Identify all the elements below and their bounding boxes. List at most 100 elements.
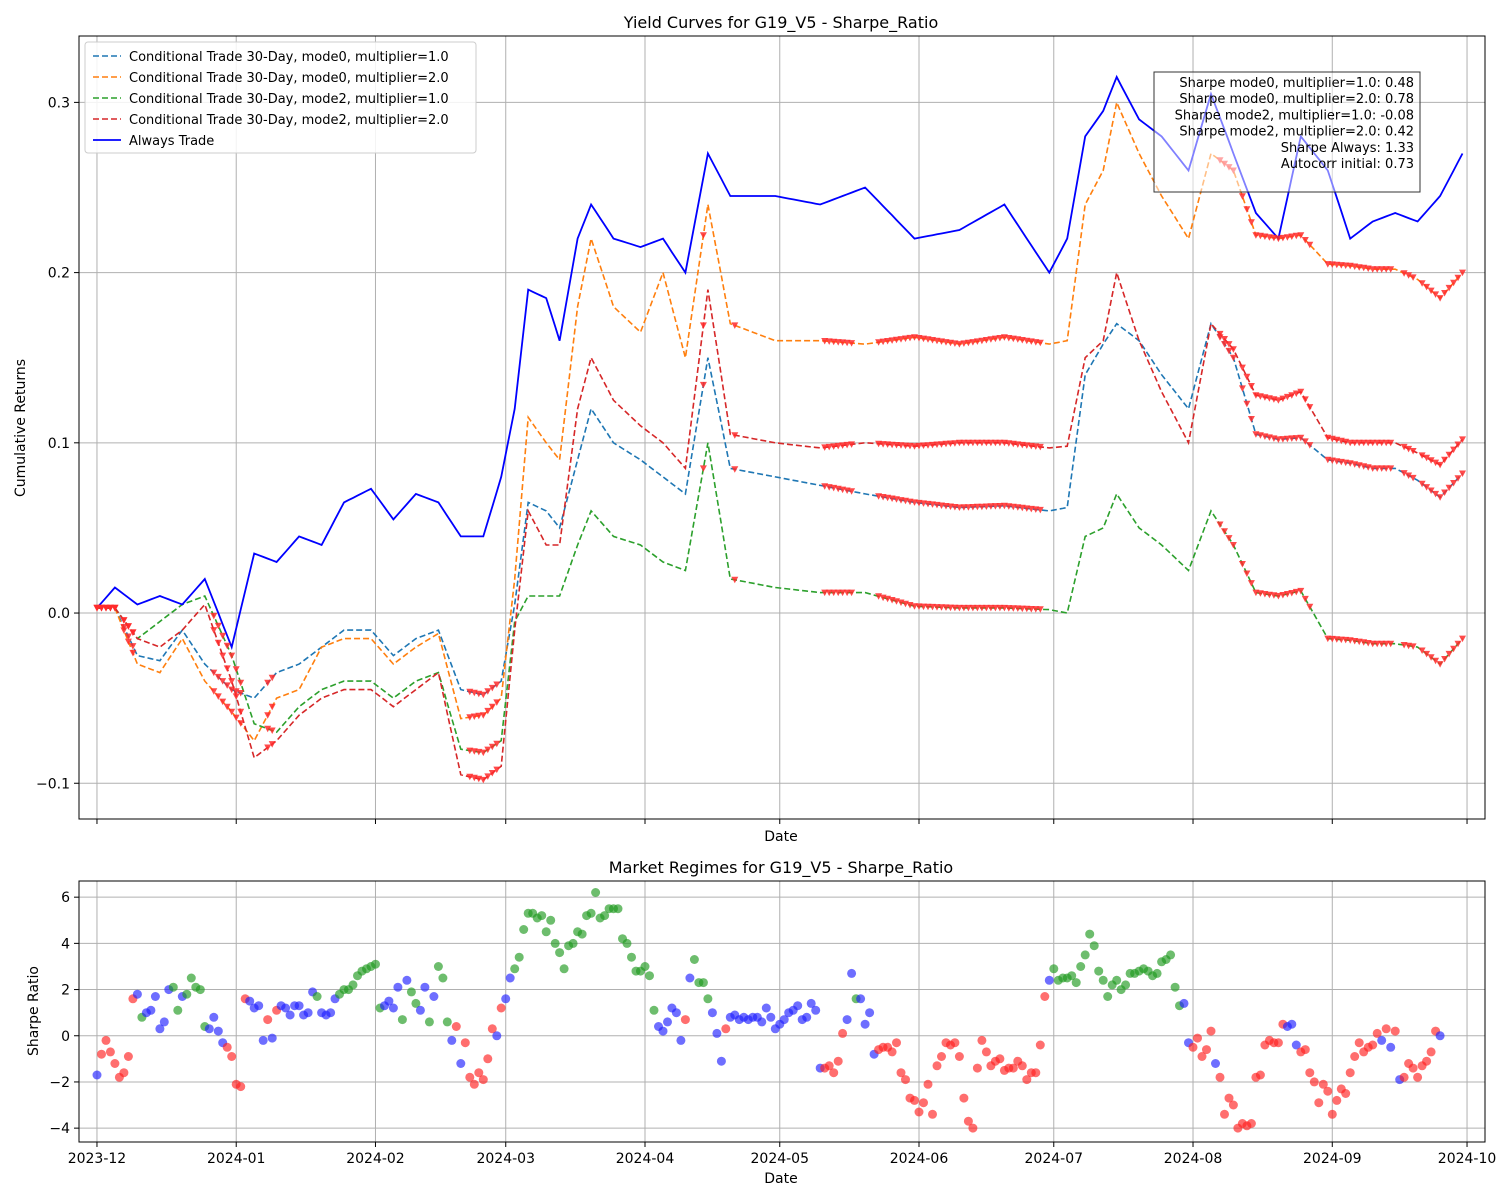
no-trade-marker [991, 604, 999, 612]
regime-point-blue [303, 1008, 313, 1018]
no-trade-marker [1427, 654, 1435, 661]
no-trade-marker [933, 604, 941, 611]
no-trade-marker [1418, 452, 1426, 459]
regime-point-blue [155, 1024, 165, 1034]
regime-point-green [168, 982, 178, 992]
regime-y-tick-label: 4 [61, 936, 70, 952]
regime-point-green [182, 989, 192, 999]
regime-point-green [640, 962, 650, 971]
regime-point-green [406, 987, 416, 997]
no-trade-marker [1441, 656, 1449, 663]
regime-point-red [1022, 1075, 1032, 1085]
regime-point-red [829, 1068, 839, 1078]
no-trade-marker [1423, 454, 1431, 462]
regime-x-tick-label: 2024-10 [1438, 1151, 1497, 1167]
no-trade-marker [479, 776, 487, 784]
regime-point-green [622, 938, 632, 948]
no-trade-marker [1225, 535, 1233, 542]
no-trade-marker [839, 589, 847, 597]
regime-point-blue [388, 1003, 398, 1013]
regime-x-tick-label: 2024-04 [616, 1151, 675, 1167]
market-regimes-x-ticks: 2023-12 2024-01 2024-02 2024-03 2024-04 2024-… [68, 1142, 1497, 1167]
no-trade-marker [210, 612, 218, 620]
no-trade-marker [1229, 354, 1237, 362]
no-trade-marker [973, 338, 981, 345]
no-trade-marker [493, 766, 501, 774]
no-trade-marker [1036, 339, 1044, 347]
no-trade-marker [1441, 456, 1449, 464]
no-trade-marker [848, 340, 856, 347]
regime-point-red [119, 1068, 129, 1078]
no-trade-marker [1450, 279, 1458, 287]
no-trade-marker [1373, 266, 1381, 273]
no-trade-marker [1427, 457, 1435, 464]
regime-point-red [1255, 1070, 1265, 1080]
series-line-0 [97, 321, 1464, 700]
regime-point-red [1422, 1056, 1432, 1066]
series-line-3 [97, 269, 1464, 781]
no-trade-marker [1225, 347, 1233, 355]
regime-point-blue [429, 992, 439, 1001]
no-trade-marker [1229, 542, 1237, 549]
no-trade-marker [843, 441, 851, 449]
regime-point-green [1071, 978, 1081, 988]
regime-point-green [689, 955, 699, 964]
no-trade-marker [484, 688, 492, 695]
market-regimes-frame [78, 880, 1486, 1143]
no-trade-marker [484, 773, 492, 780]
regime-point-red [1206, 1026, 1216, 1036]
regime-x-tick-label: 2024-05 [751, 1151, 810, 1167]
no-trade-marker [969, 439, 977, 447]
regime-point-green [371, 959, 380, 969]
no-trade-marker [911, 443, 918, 450]
no-trade-marker [1436, 295, 1444, 302]
regime-point-green [698, 978, 708, 988]
regime-point-red [105, 1047, 115, 1057]
no-trade-marker [924, 442, 932, 449]
regime-point-red [1399, 1072, 1409, 1082]
no-trade-marker [938, 441, 945, 448]
regime-x-tick-label: 2024-06 [890, 1151, 949, 1167]
no-trade-marker [1243, 570, 1251, 577]
regime-point-red [469, 1079, 479, 1089]
no-trade-marker [1405, 272, 1413, 279]
no-trade-marker [120, 617, 128, 624]
regime-point-red [995, 1054, 1005, 1064]
regime-point-red [838, 1028, 848, 1038]
no-trade-marker [942, 604, 950, 611]
regime-point-red [1228, 1100, 1238, 1110]
no-trade-marker [1023, 605, 1031, 613]
yield-curves-chart: Yield Curves for G19_V5 - Sharpe_Ratio −… [13, 13, 1486, 845]
no-trade-marker [1301, 595, 1309, 603]
yield-curves-title: Yield Curves for G19_V5 - Sharpe_Ratio [623, 13, 938, 33]
regime-y-tick-label: 0 [61, 1029, 70, 1045]
no-trade-marker [1274, 436, 1282, 443]
no-trade-marker [1009, 605, 1017, 612]
no-trade-marker [1279, 395, 1287, 403]
sharpe-annotation-box [1153, 71, 1421, 193]
regime-point-red [928, 1109, 937, 1119]
regime-point-red [1408, 1063, 1418, 1073]
no-trade-marker [223, 665, 231, 672]
no-trade-marker [848, 441, 856, 448]
no-trade-marker [1301, 237, 1309, 244]
no-trade-marker [1292, 435, 1300, 442]
regime-point-green [1049, 964, 1059, 974]
no-trade-marker [268, 741, 276, 748]
regime-point-blue [685, 973, 695, 983]
no-trade-marker [1005, 605, 1013, 612]
annotation-line-2: Sharpe mode2, multiplier=1.0: -0.08 [1175, 108, 1414, 123]
regime-point-red [222, 1042, 232, 1052]
yield-curves-y-ticks: −0.1 0.0 0.1 0.2 0.3 [36, 95, 79, 792]
annotation-line-5: Autocorr initial: 0.73 [1281, 157, 1414, 172]
regime-point-green [1170, 982, 1180, 992]
regime-point-red [1350, 1052, 1360, 1061]
regime-point-blue [707, 1008, 717, 1018]
no-trade-marker [1427, 287, 1435, 295]
no-trade-marker [219, 632, 227, 640]
regime-point-blue [1377, 1035, 1387, 1045]
no-trade-marker [488, 743, 496, 751]
no-trade-marker [129, 643, 137, 650]
no-trade-marker [210, 627, 218, 634]
no-trade-marker [1445, 484, 1453, 492]
